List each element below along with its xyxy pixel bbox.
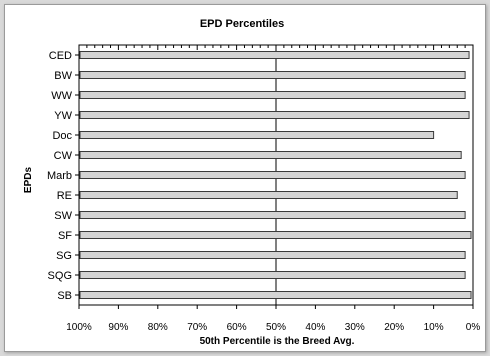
x-tick-label: 90% <box>108 322 128 333</box>
y-tick-label: SG <box>56 250 72 262</box>
x-tick-label: 50% <box>266 322 286 333</box>
y-tick-label: Doc <box>52 130 72 142</box>
x-tick-label: 70% <box>187 322 207 333</box>
y-tick-label: CW <box>54 150 73 162</box>
bar-ced <box>79 51 470 59</box>
bar-marb <box>79 171 466 179</box>
y-tick-label: RE <box>57 190 72 202</box>
y-tick-label: BW <box>54 70 72 82</box>
bar-sw <box>79 211 466 219</box>
bar-sf <box>79 231 472 239</box>
epd-percentile-chart: EPD Percentiles EPDs 50th Percentile is … <box>23 18 481 347</box>
x-tick-label: 100% <box>66 322 92 333</box>
chart-frame: EPD Percentiles EPDs 50th Percentile is … <box>4 4 486 352</box>
bar-cw <box>79 151 462 159</box>
bar-ww <box>79 91 466 99</box>
x-axis-label: 50th Percentile is the Breed Avg. <box>200 336 355 347</box>
x-tick-label: 30% <box>345 322 365 333</box>
bar-sg <box>79 251 466 259</box>
x-tick-label: 10% <box>424 322 444 333</box>
y-tick-label: WW <box>51 90 72 102</box>
bar-re <box>79 191 458 199</box>
bar-sb <box>79 291 472 299</box>
bar-doc <box>79 131 435 139</box>
y-tick-label: SF <box>58 230 72 242</box>
y-tick-label: YW <box>54 110 72 122</box>
y-axis-label: EPDs <box>23 167 34 194</box>
y-tick-label: SQG <box>48 270 72 282</box>
y-tick-label: Marb <box>47 170 72 182</box>
bar-sqg <box>79 271 466 279</box>
y-tick-label: SB <box>57 290 72 302</box>
bar-yw <box>79 111 470 119</box>
x-tick-label: 0% <box>466 322 481 333</box>
y-tick-label: SW <box>54 210 72 222</box>
y-tick-label: CED <box>49 50 72 62</box>
x-tick-label: 80% <box>148 322 168 333</box>
x-tick-label: 20% <box>384 322 404 333</box>
x-tick-label: 40% <box>305 322 325 333</box>
x-tick-label: 60% <box>227 322 247 333</box>
bar-bw <box>79 71 466 79</box>
chart-title: EPD Percentiles <box>200 18 284 30</box>
